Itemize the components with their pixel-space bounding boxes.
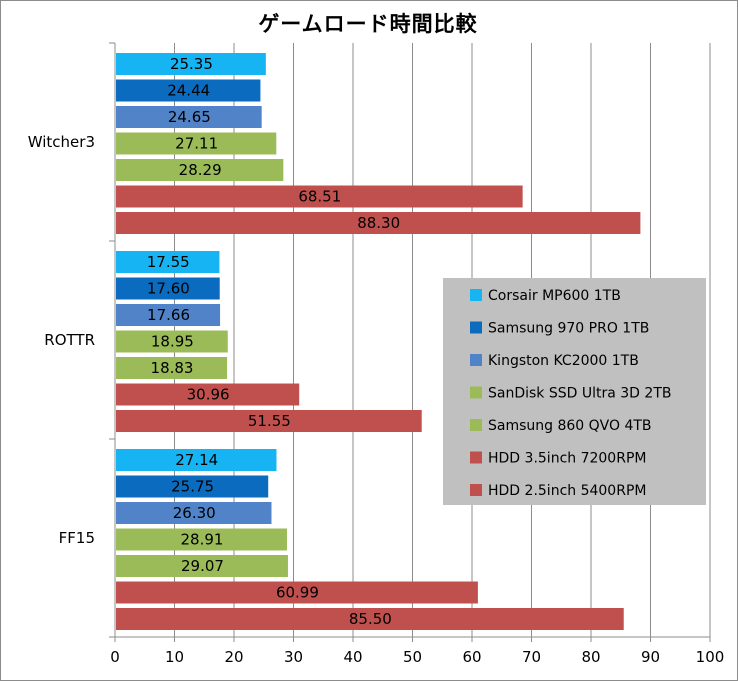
bar bbox=[116, 106, 262, 128]
bar bbox=[116, 581, 478, 604]
data-label: 25.75 bbox=[171, 478, 214, 496]
x-tick-label: 10 bbox=[165, 648, 184, 666]
data-label: 29.07 bbox=[181, 557, 224, 575]
data-label: 24.65 bbox=[168, 108, 211, 126]
x-tick-label: 70 bbox=[522, 648, 541, 666]
bar bbox=[116, 555, 288, 577]
legend-entry: Samsung 970 PRO 1TB bbox=[488, 321, 649, 337]
data-label: 24.44 bbox=[167, 82, 210, 100]
x-tick-label: 60 bbox=[462, 648, 481, 666]
data-label: 27.14 bbox=[175, 451, 218, 469]
x-tick-label: 30 bbox=[284, 648, 303, 666]
legend-box bbox=[443, 278, 706, 505]
legend-entry: HDD 3.5inch 7200RPM bbox=[488, 451, 646, 467]
category-label: Witcher3 bbox=[28, 133, 95, 151]
legend-entry: HDD 2.5inch 5400RPM bbox=[488, 483, 646, 499]
data-label: 28.91 bbox=[181, 531, 224, 549]
bar bbox=[116, 528, 288, 551]
chart-title: ゲームロード時間比較 bbox=[258, 12, 478, 36]
bar bbox=[116, 132, 277, 155]
legend-swatch bbox=[470, 484, 482, 496]
data-label: 28.29 bbox=[179, 161, 222, 179]
bar bbox=[116, 185, 523, 208]
data-label: 30.96 bbox=[187, 386, 230, 404]
bar bbox=[116, 330, 228, 353]
bar bbox=[116, 383, 300, 406]
category-label: ROTTR bbox=[44, 331, 95, 349]
legend-entry: Kingston KC2000 1TB bbox=[488, 353, 639, 369]
x-tick-label: 90 bbox=[641, 648, 660, 666]
legend-swatch bbox=[470, 321, 482, 334]
bar bbox=[116, 53, 266, 75]
bar bbox=[116, 304, 221, 326]
data-label: 27.11 bbox=[175, 135, 218, 153]
data-label: 25.35 bbox=[170, 55, 213, 73]
data-label: 51.55 bbox=[248, 412, 291, 430]
bar bbox=[116, 475, 269, 498]
bar bbox=[116, 449, 277, 471]
category-label: FF15 bbox=[59, 529, 95, 547]
legend-entry: Corsair MP600 1TB bbox=[488, 288, 621, 304]
data-label: 17.60 bbox=[147, 280, 190, 298]
data-label: 85.50 bbox=[349, 610, 392, 628]
bar bbox=[116, 251, 220, 273]
bar bbox=[116, 212, 641, 234]
data-label: 88.30 bbox=[357, 214, 400, 232]
legend-swatch bbox=[470, 419, 482, 431]
legend-entry: Samsung 860 QVO 4TB bbox=[488, 418, 652, 434]
x-tick-label: 80 bbox=[581, 648, 600, 666]
bar bbox=[116, 608, 624, 630]
data-label: 60.99 bbox=[276, 584, 319, 602]
legend-swatch bbox=[470, 451, 482, 464]
data-label: 18.95 bbox=[151, 333, 194, 351]
data-label: 18.83 bbox=[151, 359, 194, 377]
bar bbox=[116, 79, 261, 102]
legend-swatch bbox=[470, 386, 482, 399]
data-label: 68.51 bbox=[298, 188, 341, 206]
x-tick-label: 100 bbox=[696, 648, 725, 666]
bar bbox=[116, 159, 284, 181]
bar bbox=[116, 277, 220, 300]
legend-swatch bbox=[470, 354, 482, 366]
legend-swatch bbox=[470, 289, 482, 301]
x-tick-label: 50 bbox=[403, 648, 422, 666]
bar bbox=[116, 410, 422, 432]
bar bbox=[116, 502, 272, 524]
legend-entry: SanDisk SSD Ultra 3D 2TB bbox=[488, 386, 671, 402]
data-label: 17.66 bbox=[147, 306, 190, 324]
bar bbox=[116, 357, 228, 379]
data-label: 26.30 bbox=[173, 504, 216, 522]
x-tick-label: 40 bbox=[343, 648, 362, 666]
x-tick-label: 0 bbox=[110, 648, 120, 666]
data-label: 17.55 bbox=[147, 253, 190, 271]
x-tick-label: 20 bbox=[224, 648, 243, 666]
